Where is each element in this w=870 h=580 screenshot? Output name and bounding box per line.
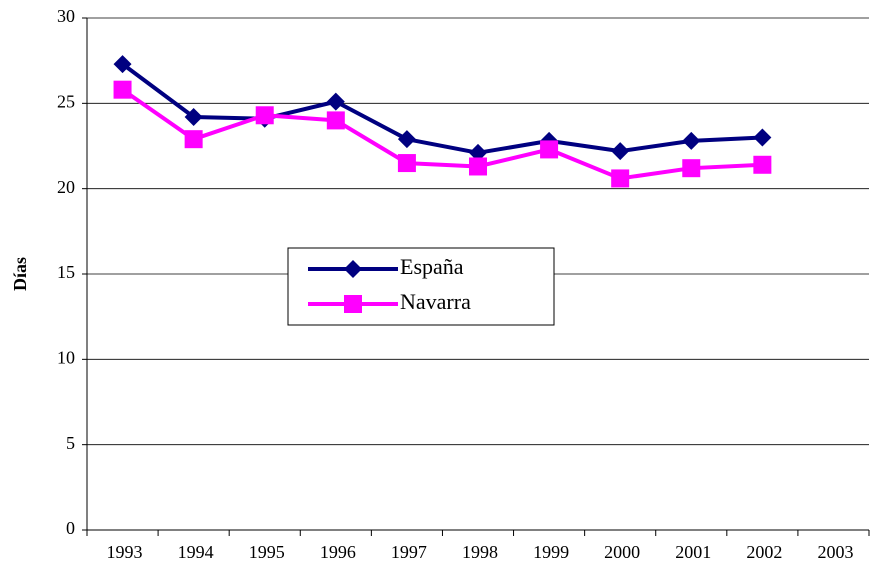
y-tick-label: 10 — [57, 347, 75, 367]
data-point — [753, 155, 772, 174]
y-tick-label: 5 — [66, 433, 75, 453]
data-point — [113, 55, 132, 74]
data-point — [397, 130, 416, 149]
series-line — [121, 88, 763, 181]
legend-label: España — [400, 254, 464, 279]
data-point — [326, 92, 345, 111]
data-point — [255, 106, 274, 125]
x-tick-label: 1999 — [533, 542, 569, 562]
x-tick-label: 1995 — [249, 542, 285, 562]
x-tick-label: 2002 — [746, 542, 782, 562]
data-point — [469, 143, 487, 162]
data-point — [540, 140, 559, 159]
y-axis-title: Días — [10, 257, 30, 291]
data-point — [326, 111, 345, 130]
data-point — [682, 159, 701, 178]
x-tick-label: 1997 — [391, 542, 427, 562]
data-point — [184, 107, 203, 126]
x-tick-label: 1996 — [320, 542, 356, 562]
data-point — [682, 131, 701, 150]
x-tick-label: 2003 — [817, 542, 853, 562]
data-point — [397, 154, 416, 173]
legend-box — [287, 247, 555, 326]
legend-marker — [344, 295, 362, 313]
data-point — [611, 142, 630, 161]
legend-label: Navarra — [400, 289, 471, 314]
data-point — [753, 128, 772, 147]
legend: España Navarra — [287, 247, 555, 326]
x-tick-label: 1994 — [178, 542, 214, 562]
data-point — [184, 130, 203, 149]
x-tick-label: 2000 — [604, 542, 640, 562]
y-tick-label: 25 — [57, 91, 75, 111]
y-tick-label: 15 — [57, 262, 75, 282]
x-tick-label: 1998 — [462, 542, 498, 562]
series-line — [121, 62, 763, 155]
y-tick-label: 30 — [57, 6, 75, 26]
x-tick-label: 1993 — [107, 542, 143, 562]
x-tick-label: 2001 — [675, 542, 711, 562]
data-point — [611, 169, 630, 188]
data-point — [113, 80, 132, 99]
data-point — [469, 157, 487, 176]
y-tick-label: 20 — [57, 177, 75, 197]
legend-marker — [344, 260, 362, 278]
y-tick-label: 0 — [66, 518, 75, 538]
